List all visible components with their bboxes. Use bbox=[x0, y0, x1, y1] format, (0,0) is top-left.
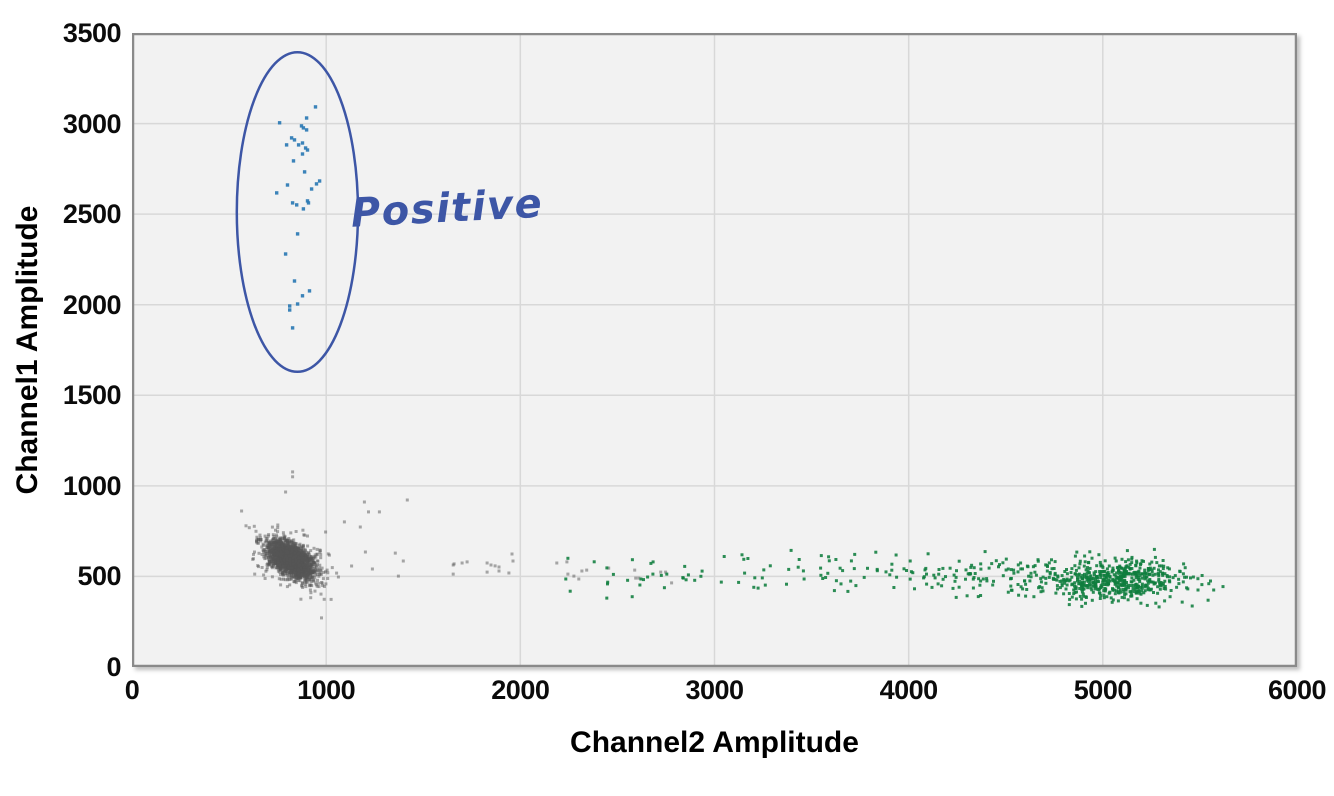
y-tick-label: 3000 bbox=[62, 108, 122, 139]
gridlines bbox=[132, 33, 1297, 667]
x-tick-label: 4000 bbox=[879, 675, 939, 705]
x-tick-label: 3000 bbox=[685, 675, 744, 705]
y-tick-label: 2000 bbox=[62, 289, 122, 320]
plot-area-svg bbox=[132, 33, 1297, 667]
y-tick-label: 500 bbox=[77, 561, 121, 592]
x-axis-title: Channel2 Amplitude bbox=[570, 726, 859, 759]
plot-border bbox=[132, 33, 1297, 667]
y-tick-label: 1500 bbox=[62, 380, 122, 411]
y-axis-title: Channel1 Amplitude bbox=[11, 205, 44, 495]
series-channel2-positive-droplets bbox=[564, 547, 1225, 609]
x-tick-label: 1000 bbox=[297, 675, 356, 705]
series-channel1-positive-droplets bbox=[275, 105, 322, 330]
positive-cluster-ellipse bbox=[235, 50, 360, 374]
series-negative-droplets bbox=[240, 470, 674, 620]
x-tick-label: 6000 bbox=[1267, 675, 1327, 705]
y-tick-label: 3500 bbox=[62, 18, 122, 48]
y-tick-label: 0 bbox=[106, 652, 121, 682]
y-tick-label: 2500 bbox=[62, 199, 122, 230]
y-tick-label: 1000 bbox=[62, 470, 122, 501]
x-tick-label: 2000 bbox=[491, 675, 550, 705]
x-tick-label: 0 bbox=[124, 675, 140, 705]
positive-annotation: Positive bbox=[349, 180, 544, 237]
x-tick-label: 5000 bbox=[1073, 675, 1133, 705]
